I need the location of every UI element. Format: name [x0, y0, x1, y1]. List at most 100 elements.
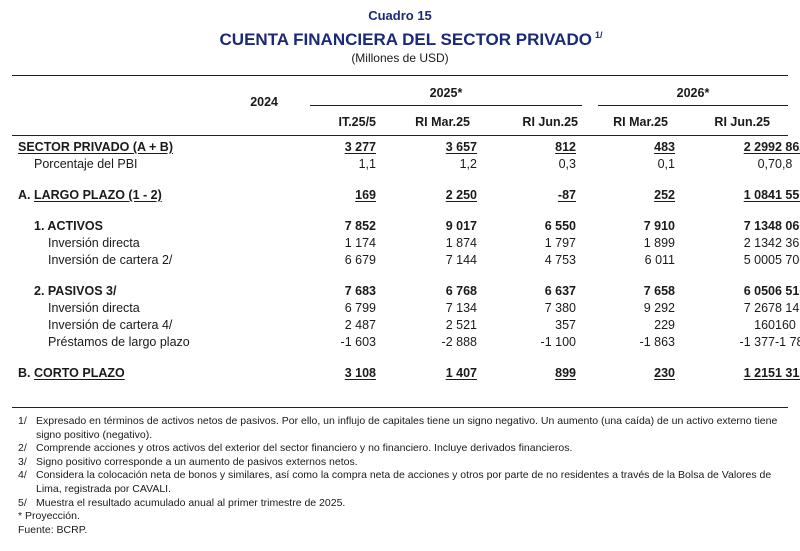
cell: 2 299 [743, 140, 775, 154]
footnote-text: Muestra el resultado acumulado anual al … [36, 496, 346, 509]
cell: 252 [654, 188, 675, 202]
cell: -1 100 [540, 335, 576, 349]
source-note: Fuente: BCRP. [18, 523, 88, 536]
row-label: Inversión de cartera 2/ [48, 253, 173, 267]
cell: 7 380 [544, 301, 576, 315]
cell: 3 657 [445, 140, 477, 154]
title-footnote-ref: 1/ [594, 30, 603, 40]
cell: 8 141 [775, 301, 800, 315]
cell: 812 [555, 140, 576, 154]
table-number: Cuadro 15 [368, 8, 432, 23]
cell: 6 011 [644, 253, 675, 267]
cell: 6 637 [544, 284, 576, 298]
row-label: Inversión de cartera 4/ [48, 318, 173, 332]
cell: 7 683 [344, 284, 376, 298]
table-row: 1. ACTIVOS 7 852 9 017 6 550 7 910 7 134… [18, 218, 800, 235]
projection-note: * Proyección. [18, 510, 80, 523]
cell: 1,2 [459, 157, 477, 171]
table-title: CUENTA FINANCIERA DEL SECTOR PRIVADO 1/ [22, 24, 800, 51]
cell: -87 [557, 188, 576, 202]
cell: 0,1 [657, 157, 675, 171]
header-bottom-rule [12, 135, 788, 136]
footnote-key: 1/ [18, 415, 27, 427]
cell: 6 768 [445, 284, 477, 298]
table-title-block: Cuadro 15 CUENTA FINANCIERA DEL SECTOR P… [0, 8, 800, 66]
cell: 0,8 [775, 157, 793, 171]
cell: 357 [555, 318, 576, 332]
cell: 2 250 [445, 188, 477, 202]
table-row: Inversión directa 1 174 1 874 1 797 1 89… [18, 235, 800, 252]
row-label: 1. ACTIVOS [34, 219, 103, 233]
table-row: Porcentaje del PBI 1,1 1,2 0,3 0,1 0,7 0… [18, 156, 793, 173]
row-prefix: B. [18, 366, 31, 380]
footnotes: 1/Expresado en términos de activos netos… [18, 415, 788, 537]
financial-account-table: SECTOR PRIVADO (A + B) 3 277 3 657 812 4… [18, 139, 800, 382]
row-label: Inversión directa [48, 236, 140, 250]
cell: 1 215 [743, 366, 775, 380]
footnote-text: Considera la colocación neta de bonos y … [36, 469, 772, 495]
cell: -1 377 [739, 335, 775, 349]
row-label: Préstamos de largo plazo [48, 335, 190, 349]
cell: 3 108 [344, 366, 376, 380]
cell: 2 521 [445, 318, 477, 332]
table-row: Préstamos de largo plazo -1 603 -2 888 -… [18, 334, 800, 351]
cell: 2 134 [743, 236, 775, 250]
cell: 7 852 [344, 219, 376, 233]
cell: 7 134 [445, 301, 477, 315]
rule-2025-group [310, 105, 582, 106]
rule-2026-group [598, 105, 788, 106]
col-header-rimar25-2026: RI Mar.25 [613, 115, 668, 129]
cell: 2 862 [775, 140, 800, 154]
table-bottom-rule [12, 407, 788, 408]
cell: 1 174 [344, 236, 376, 250]
table-row: Inversión de cartera 2/ 6 679 7 144 4 75… [18, 252, 800, 269]
cell: 6 679 [344, 253, 376, 267]
cell: 5 700 [775, 253, 800, 267]
footnote-text: Comprende acciones y otros activos del e… [36, 442, 573, 455]
cell: 1 874 [445, 236, 477, 250]
col-group-2025: 2025* [429, 86, 463, 100]
footnote: 2/Comprende acciones y otros activos del… [18, 442, 788, 456]
cell: 1 899 [643, 236, 675, 250]
cell: 1 312 [775, 366, 800, 380]
cell: 899 [555, 366, 576, 380]
cell: 1,1 [358, 157, 376, 171]
cell: -2 888 [441, 335, 477, 349]
cell: 0,3 [558, 157, 576, 171]
cell: 169 [355, 188, 376, 202]
cell: 9 017 [445, 219, 477, 233]
cell: 2 487 [344, 318, 376, 332]
footnote-key: 5/ [18, 496, 27, 509]
footnote: 4/Considera la colocación neta de bonos … [18, 469, 788, 496]
cell: 7 658 [643, 284, 675, 298]
cell: 483 [654, 140, 675, 154]
cell: 7 910 [643, 219, 675, 233]
cell: 229 [654, 318, 675, 332]
cell: 7 144 [445, 253, 477, 267]
footnote-key: 2/ [18, 442, 27, 455]
cell: 4 753 [544, 253, 576, 267]
row-label: 2. PASIVOS 3/ [34, 284, 117, 298]
col-header-rijun25-2026: RI Jun.25 [714, 115, 770, 129]
col-header-rimar25-2025: RI Mar.25 [415, 115, 470, 129]
footnote: 1/Expresado en términos de activos netos… [18, 415, 788, 442]
table-row: B. CORTO PLAZO 3 108 1 407 899 230 1 215… [18, 365, 800, 382]
cell: 7 267 [743, 301, 775, 315]
cell: -1 863 [639, 335, 675, 349]
cell: 1 407 [445, 366, 477, 380]
cell: -1 785 [775, 335, 800, 349]
cell: 9 292 [643, 301, 675, 315]
col-group-2026: 2026* [676, 86, 710, 100]
cell: 1 084 [743, 188, 775, 202]
top-rule [12, 75, 788, 76]
cell: 0,7 [757, 157, 775, 171]
cell: 5 000 [743, 253, 775, 267]
row-label: LARGO PLAZO (1 - 2) [33, 188, 162, 202]
footnote-text: Signo positivo corresponde a un aumento … [36, 455, 358, 468]
col-header-rijun25-2025: RI Jun.25 [522, 115, 578, 129]
col-header-2024: 2024 [250, 95, 278, 109]
title-text: CUENTA FINANCIERA DEL SECTOR PRIVADO [219, 30, 592, 49]
cell: 6 799 [344, 301, 376, 315]
cell: 2 366 [775, 236, 800, 250]
cell: 6 516 [775, 284, 800, 298]
